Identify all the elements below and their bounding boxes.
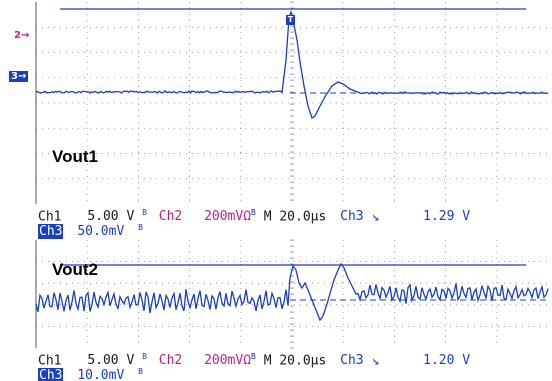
ch2-name: Ch2: [158, 209, 183, 225]
bw-limit-icon: B: [251, 208, 256, 217]
top-readout-line1: Ch1 5.00 V B Ch2 200mVΩB M 20.0µs Ch3 ↘ …: [38, 206, 470, 224]
ch1-scale: 5.00 V: [87, 353, 135, 369]
ch3-name: Ch3: [38, 224, 64, 240]
vout1-label: Vout1: [52, 147, 98, 166]
bottom-readout-line2: Ch3 10.0mV B: [38, 365, 143, 381]
vout2-waveform: [35, 262, 549, 322]
bw-limit-icon: B: [138, 367, 143, 376]
bottom-readout-line1: Ch1 5.00 V B Ch2 200mVΩB M 20.0µs Ch3 ↘ …: [38, 350, 470, 368]
ch1-name: Ch1: [38, 209, 62, 225]
trigger-position-marker: T: [286, 15, 295, 25]
bw-limit-icon: B: [142, 352, 147, 361]
trigger-level: 1.29 V: [423, 209, 471, 225]
top-readout-line2: Ch3 50.0mV B: [38, 221, 143, 240]
bottom-waveform-display: [35, 239, 549, 349]
graticule: [36, 1, 548, 204]
ch3-name: Ch3: [38, 368, 64, 381]
ch1-scale: 5.00 V: [87, 209, 135, 225]
ch2-name: Ch2: [158, 353, 183, 369]
ch2-level-marker: 2→: [14, 30, 30, 41]
ch2-scale: 200mVΩ: [204, 353, 252, 369]
trigger-level: 1.20 V: [423, 353, 471, 369]
ch2-scale: 200mVΩ: [204, 209, 252, 225]
ch1-name: Ch1: [38, 353, 62, 369]
timebase: M 20.0µs: [263, 353, 327, 369]
top-waveform-display: [35, 1, 549, 204]
ch3-scale: 10.0mV: [77, 368, 125, 381]
trigger-source: Ch3: [340, 353, 364, 369]
trigger-slope-icon: ↘: [371, 353, 380, 369]
trigger-slope-icon: ↘: [371, 209, 380, 225]
bw-limit-icon: B: [142, 208, 147, 217]
top-scope-panel: 2→ 3→ T Vout1 Ch1 5.00 V B Ch2 200mVΩB M…: [9, 1, 549, 240]
bw-limit-icon: B: [251, 352, 256, 361]
ch3-scale: 50.0mV: [77, 224, 125, 240]
vout2-label: Vout2: [52, 260, 98, 279]
bottom-scope-panel: Vout2 Ch1 5.00 V B Ch2 200mVΩB M 20.0µs …: [0, 238, 552, 381]
trigger-source: Ch3: [340, 209, 364, 225]
bw-limit-icon: B: [138, 223, 143, 232]
timebase: M 20.0µs: [263, 209, 327, 225]
ch3-level-marker: 3→: [9, 71, 29, 82]
vout1-waveform: [35, 9, 549, 120]
